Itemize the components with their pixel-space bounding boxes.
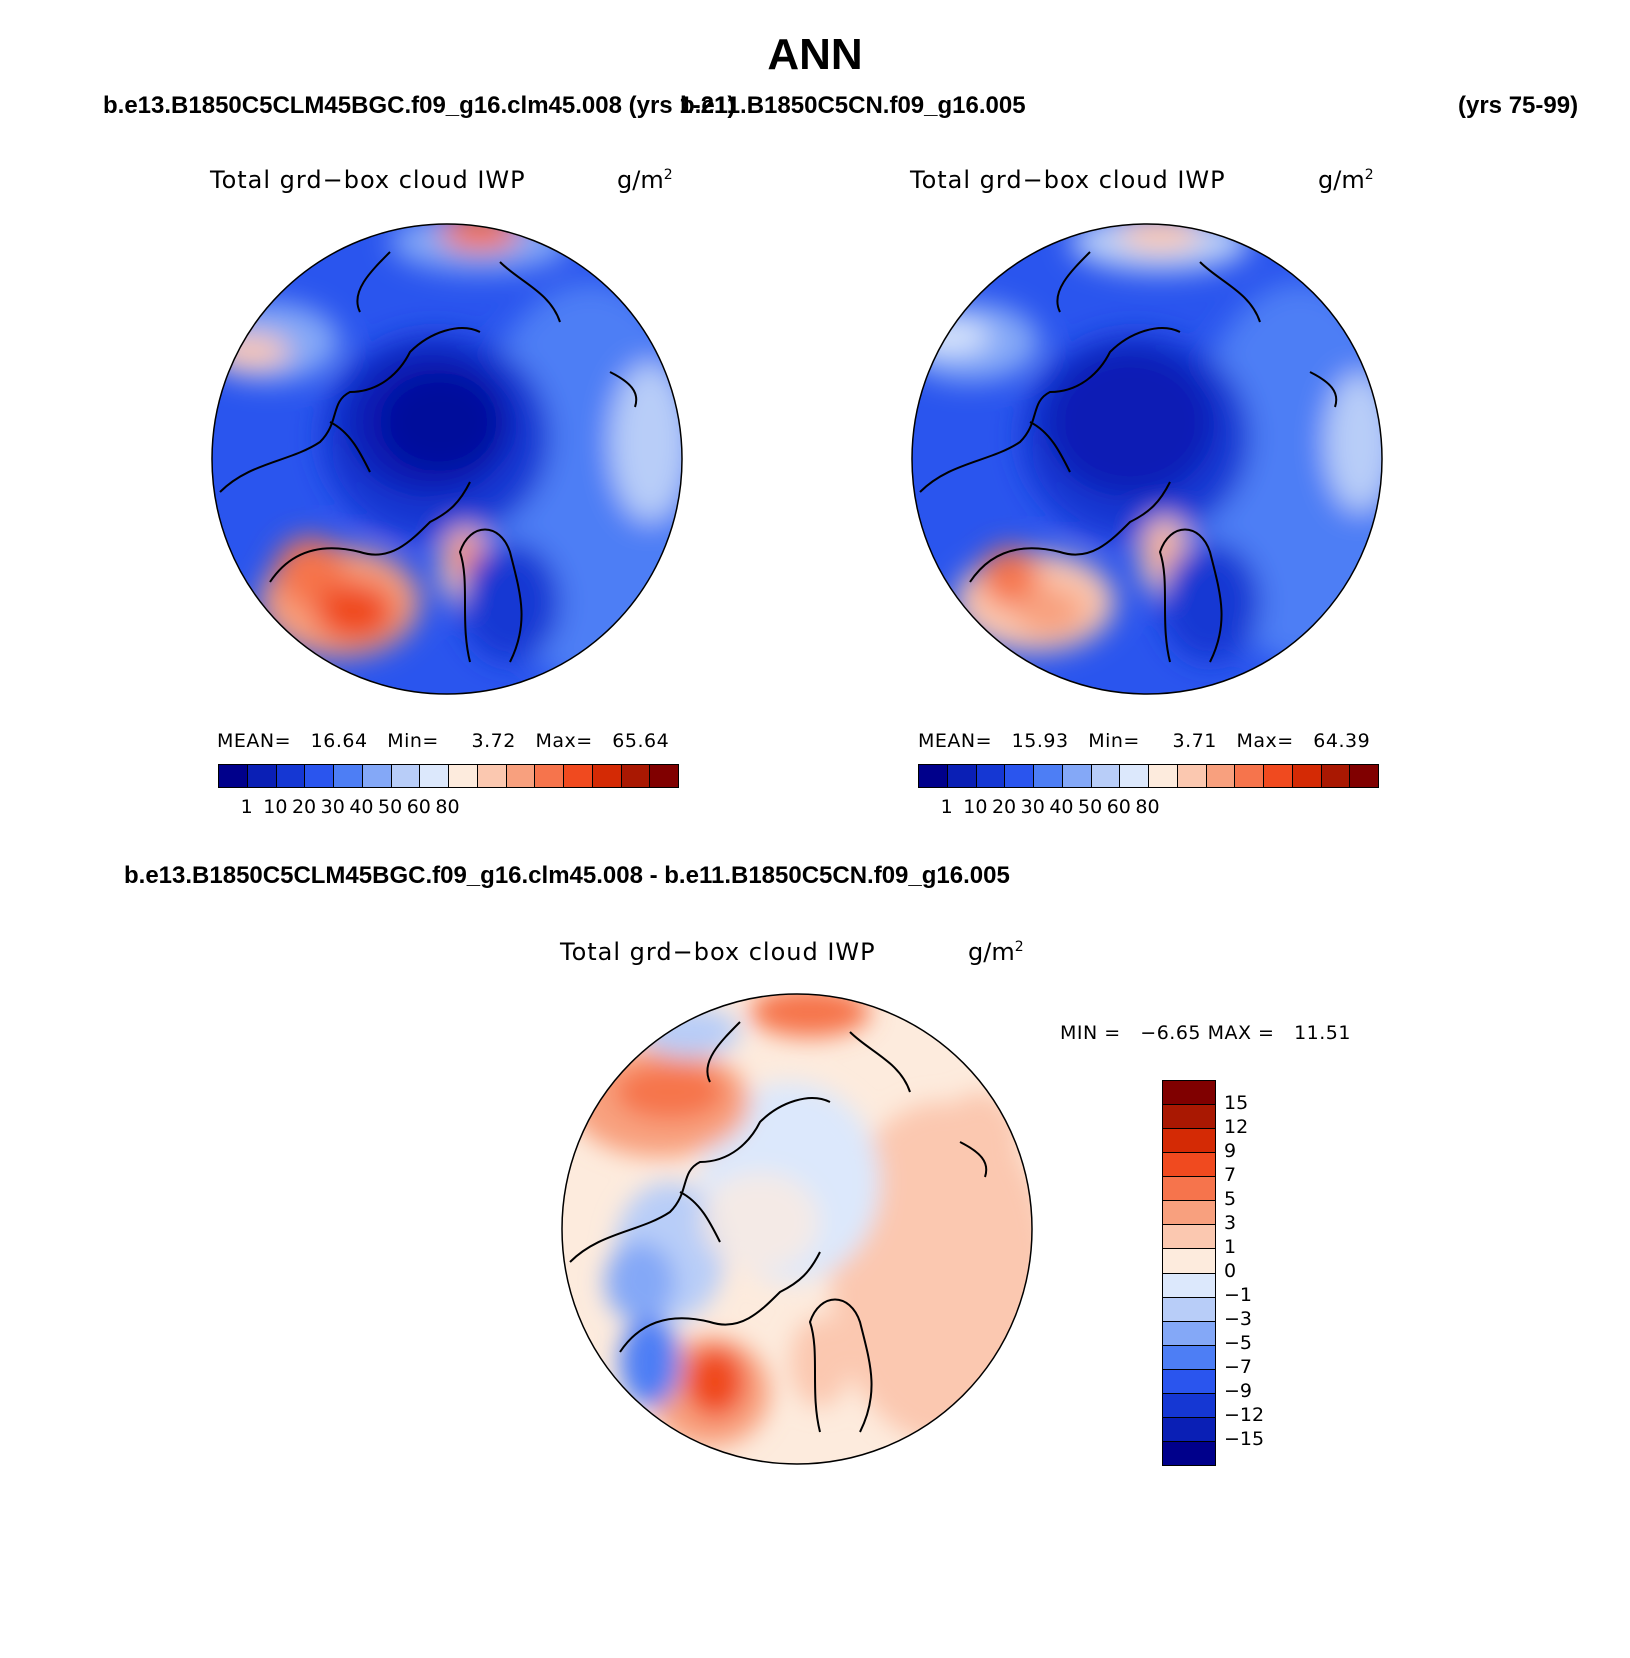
colorbar-tick-label: 80 — [1135, 796, 1160, 818]
colorbar-swatch — [592, 765, 622, 787]
colorbar-swatch — [1163, 1249, 1215, 1274]
colorbar-swatch — [247, 765, 277, 787]
colorbar-swatch — [391, 765, 421, 787]
case2-years: (yrs 75-99) — [1458, 92, 1579, 119]
colorbar-swatch — [564, 765, 593, 787]
colorbar-tick-label: −15 — [1224, 1428, 1265, 1450]
panel1-colorbar — [218, 764, 679, 788]
colorbar-swatch — [1177, 765, 1207, 787]
colorbar-swatch — [1206, 765, 1236, 787]
case2-header: b.e11.B1850C5CN.f09_g16.005 — [680, 92, 1026, 119]
colorbar-tick-label: 12 — [1224, 1116, 1249, 1138]
colorbar-tick-label: 1 — [240, 796, 253, 818]
colorbar-tick-label: 60 — [406, 796, 431, 818]
colorbar-swatch — [420, 765, 449, 787]
colorbar-swatch — [1163, 1129, 1215, 1154]
colorbar-swatch — [1149, 765, 1178, 787]
colorbar-swatch — [506, 765, 536, 787]
diff-polar-map — [561, 993, 1033, 1465]
panel1-units: g/m2 — [617, 166, 673, 194]
colorbar-swatch — [362, 765, 392, 787]
colorbar-swatch — [1163, 1417, 1215, 1442]
colorbar-swatch — [305, 765, 334, 787]
colorbar-swatch — [1350, 765, 1378, 787]
panel1-polar-map — [211, 223, 683, 695]
colorbar-tick-label: 50 — [1078, 796, 1103, 818]
diff-plot-title: Total grd−box cloud IWP — [560, 938, 876, 966]
colorbar-swatch — [449, 765, 478, 787]
colorbar-swatch — [1163, 1201, 1215, 1226]
panel1-stats: MEAN= 16.64 Min= 3.72 Max= 65.64 — [217, 730, 670, 752]
colorbar-swatch — [1120, 765, 1149, 787]
diff-stats: MIN = −6.65 MAX = 11.51 — [1060, 1022, 1351, 1044]
colorbar-tick-label: 60 — [1106, 796, 1131, 818]
colorbar-swatch — [1163, 1441, 1215, 1465]
colorbar-tick-label: 50 — [378, 796, 403, 818]
colorbar-swatch — [919, 765, 948, 787]
colorbar-swatch — [976, 765, 1006, 787]
colorbar-tick-label: −9 — [1224, 1380, 1253, 1402]
colorbar-swatch — [1321, 765, 1351, 787]
colorbar-swatch — [1163, 1153, 1215, 1178]
colorbar-tick-label: 20 — [291, 796, 317, 818]
panel1-plot-title: Total grd−box cloud IWP — [210, 166, 526, 194]
colorbar-swatch — [1163, 1081, 1215, 1106]
colorbar-swatch — [1005, 765, 1034, 787]
colorbar-swatch — [219, 765, 248, 787]
colorbar-tick-label: 7 — [1224, 1164, 1237, 1186]
colorbar-tick-label: 3 — [1224, 1212, 1237, 1234]
colorbar-swatch — [1163, 1225, 1215, 1250]
colorbar-tick-label: 20 — [991, 796, 1017, 818]
colorbar-tick-label: 30 — [1020, 796, 1045, 818]
colorbar-swatch — [1235, 765, 1264, 787]
colorbar-swatch — [1163, 1393, 1215, 1418]
diff-header: b.e13.B1850C5CLM45BGC.f09_g16.clm45.008 … — [124, 862, 1010, 889]
colorbar-tick-label: 10 — [263, 796, 288, 818]
diff-colorbar — [1162, 1080, 1216, 1466]
colorbar-tick-label: −5 — [1224, 1332, 1253, 1354]
colorbar-swatch — [621, 765, 651, 787]
diff-units: g/m2 — [968, 938, 1024, 966]
panel2-polar-map — [911, 223, 1383, 695]
colorbar-tick-label: 0 — [1224, 1260, 1237, 1282]
panel2-plot-title: Total grd−box cloud IWP — [910, 166, 1226, 194]
colorbar-tick-label: 80 — [435, 796, 460, 818]
colorbar-tick-label: 1 — [940, 796, 953, 818]
case1-header: b.e13.B1850C5CLM45BGC.f09_g16.clm45.008 … — [103, 92, 736, 119]
colorbar-tick-label: 10 — [963, 796, 988, 818]
panel2-units: g/m2 — [1318, 166, 1374, 194]
colorbar-swatch — [947, 765, 977, 787]
colorbar-swatch — [477, 765, 507, 787]
colorbar-swatch — [1163, 1369, 1215, 1394]
colorbar-tick-label: 15 — [1224, 1092, 1249, 1114]
colorbar-tick-label: 30 — [320, 796, 345, 818]
colorbar-swatch — [1163, 1297, 1215, 1322]
colorbar-tick-label: −7 — [1224, 1356, 1253, 1378]
panel2-stats: MEAN= 15.93 Min= 3.71 Max= 64.39 — [918, 730, 1371, 752]
colorbar-swatch — [1163, 1105, 1215, 1130]
colorbar-tick-label: −12 — [1224, 1404, 1265, 1426]
colorbar-swatch — [1091, 765, 1121, 787]
colorbar-swatch — [1163, 1321, 1215, 1346]
colorbar-tick-label: 5 — [1224, 1188, 1237, 1210]
colorbar-tick-label: −3 — [1224, 1308, 1253, 1330]
colorbar-swatch — [276, 765, 306, 787]
colorbar-swatch — [1034, 765, 1063, 787]
colorbar-tick-label: 9 — [1224, 1140, 1237, 1162]
colorbar-swatch — [650, 765, 678, 787]
colorbar-tick-label: −1 — [1224, 1284, 1253, 1306]
colorbar-swatch — [1292, 765, 1322, 787]
panel2-colorbar — [918, 764, 1379, 788]
colorbar-swatch — [1163, 1177, 1215, 1202]
colorbar-swatch — [535, 765, 564, 787]
main-title: ANN — [767, 30, 863, 79]
colorbar-swatch — [1163, 1273, 1215, 1298]
colorbar-swatch — [334, 765, 363, 787]
colorbar-tick-label: 1 — [1224, 1236, 1237, 1258]
colorbar-swatch — [1062, 765, 1092, 787]
colorbar-tick-label: 40 — [1049, 796, 1074, 818]
colorbar-swatch — [1163, 1345, 1215, 1370]
colorbar-swatch — [1264, 765, 1293, 787]
colorbar-tick-label: 40 — [349, 796, 374, 818]
